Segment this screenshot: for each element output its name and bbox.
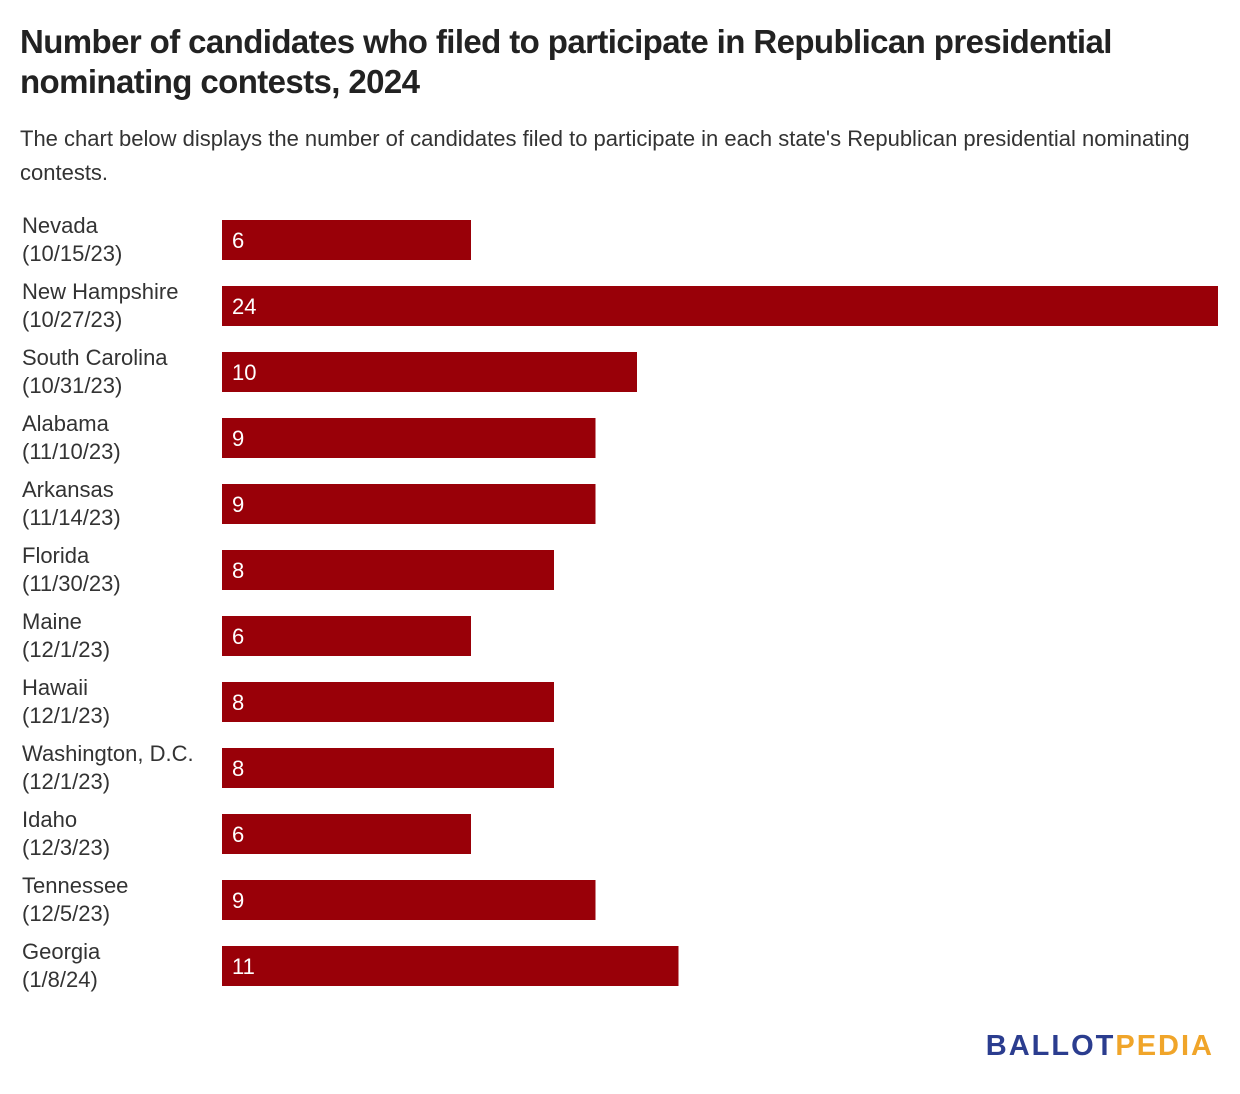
bar-chart: Nevada (10/15/23) 6 New Hampshire (10/27/23)… xyxy=(22,213,1218,992)
category-label: Hawaii xyxy=(22,675,88,700)
category-label: Arkansas xyxy=(22,477,114,502)
category-date-label: (12/3/23) xyxy=(22,835,110,860)
bar-value-label: 10 xyxy=(232,360,256,385)
category-date-label: (10/31/23) xyxy=(22,373,122,398)
category-label: Nevada xyxy=(22,213,99,238)
bar xyxy=(222,682,554,722)
bar xyxy=(222,748,554,788)
category-label: South Carolina xyxy=(22,345,168,370)
category-date-label: (1/8/24) xyxy=(22,967,98,992)
bar-value-label: 24 xyxy=(232,294,256,319)
bar-value-label: 8 xyxy=(232,756,244,781)
chart-subtitle: The chart below displays the number of c… xyxy=(20,126,1190,185)
bar xyxy=(222,616,471,656)
bar xyxy=(222,946,679,986)
bar-value-label: 6 xyxy=(232,822,244,847)
bar xyxy=(222,484,596,524)
category-date-label: (10/15/23) xyxy=(22,241,122,266)
chart-title: Number of candidates who filed to partic… xyxy=(20,23,1112,100)
category-date-label: (12/1/23) xyxy=(22,703,110,728)
category-date-label: (10/27/23) xyxy=(22,307,122,332)
category-date-label: (12/1/23) xyxy=(22,637,110,662)
bar-value-label: 9 xyxy=(232,492,244,517)
bar-value-label: 6 xyxy=(232,624,244,649)
bar xyxy=(222,550,554,590)
bar xyxy=(222,814,471,854)
category-date-label: (11/14/23) xyxy=(22,505,121,530)
category-label: Alabama xyxy=(22,411,110,436)
category-date-label: (11/10/23) xyxy=(22,439,121,464)
category-label: Idaho xyxy=(22,807,77,832)
bar-value-label: 8 xyxy=(232,558,244,583)
category-label: Florida xyxy=(22,543,90,568)
bar-value-label: 9 xyxy=(232,426,244,451)
bar xyxy=(222,286,1218,326)
bar xyxy=(222,352,637,392)
category-date-label: (12/1/23) xyxy=(22,769,110,794)
ballotpedia-logo: BALLOTPEDIA xyxy=(986,1030,1214,1063)
logo-part-ballot: BALLOT xyxy=(985,1030,1116,1062)
bar-value-label: 6 xyxy=(232,228,244,253)
bar xyxy=(222,880,596,920)
category-label: New Hampshire xyxy=(22,279,179,304)
category-date-label: (11/30/23) xyxy=(22,571,121,596)
category-label: Washington, D.C. xyxy=(22,741,194,766)
logo-part-pedia: PEDIA xyxy=(1115,1030,1214,1062)
bar-value-label: 11 xyxy=(232,954,255,979)
bar xyxy=(222,220,471,260)
category-label: Maine xyxy=(22,609,82,634)
bar-value-label: 9 xyxy=(232,888,244,913)
bar xyxy=(222,418,596,458)
bar-value-label: 8 xyxy=(232,690,244,715)
category-label: Tennessee xyxy=(22,873,128,898)
category-label: Georgia xyxy=(22,939,101,964)
category-date-label: (12/5/23) xyxy=(22,901,110,926)
